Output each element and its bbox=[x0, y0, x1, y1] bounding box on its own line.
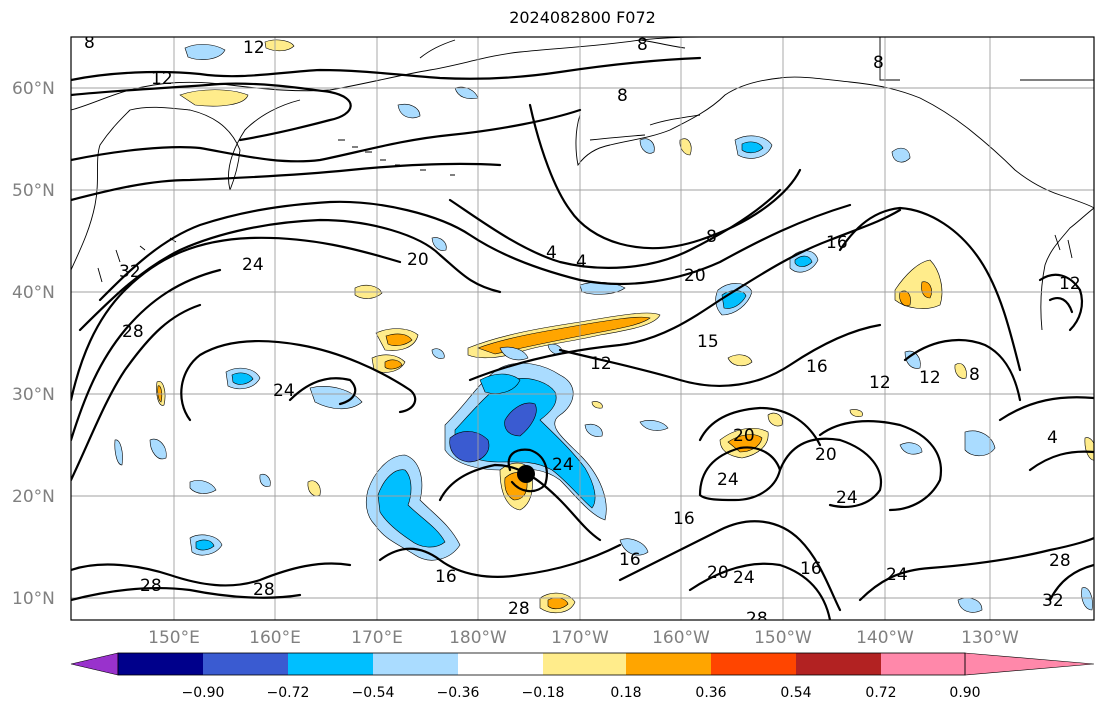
contour-label: 16 bbox=[806, 357, 828, 377]
colorbar-label: 0.36 bbox=[695, 685, 726, 701]
contour-label: 8 bbox=[84, 33, 95, 53]
lon-tick-label: 160°W bbox=[652, 628, 710, 648]
contour-label: 24 bbox=[242, 255, 264, 275]
colorbar-label: 0.90 bbox=[949, 685, 980, 701]
contour-labels: 8 12 12 8 8 8 4 4 20 24 32 28 8 20 16 12… bbox=[84, 33, 1081, 629]
longitude-labels: 150°E 160°E 170°E 180°W 170°W 160°W 150°… bbox=[148, 628, 1019, 648]
contour-label: 4 bbox=[576, 252, 587, 272]
contour-label: 28 bbox=[253, 580, 275, 600]
contour-label: 28 bbox=[508, 599, 530, 619]
colorbar-segment bbox=[626, 653, 711, 675]
contour-label: 32 bbox=[119, 262, 141, 282]
lon-tick-label: 160°E bbox=[249, 628, 301, 648]
contour-label: 8 bbox=[617, 86, 628, 106]
colorbar-label: −0.18 bbox=[522, 685, 565, 701]
colorbar-label: 0.72 bbox=[865, 685, 896, 701]
colorbar-min-extension bbox=[70, 652, 119, 676]
storm-center-marker bbox=[517, 465, 535, 483]
contour-label: 16 bbox=[800, 559, 822, 579]
shaded-fields bbox=[114, 39, 1094, 614]
colorbar-segment bbox=[543, 653, 626, 675]
contour-label: 8 bbox=[873, 53, 884, 73]
colorbar-label: 0.54 bbox=[780, 685, 811, 701]
contour-label: 20 bbox=[733, 426, 755, 446]
lon-tick-label: 140°W bbox=[856, 628, 914, 648]
contour-label: 12 bbox=[151, 69, 173, 89]
colorbar-segment bbox=[711, 653, 796, 675]
coastlines bbox=[71, 37, 1094, 331]
contour-label: 16 bbox=[619, 550, 641, 570]
colorbar-label: −0.54 bbox=[352, 685, 395, 701]
contour-label: 4 bbox=[1047, 428, 1058, 448]
lat-tick-label: 40°N bbox=[12, 283, 55, 303]
contour-label: 16 bbox=[435, 567, 457, 587]
contour-label: 12 bbox=[869, 373, 891, 393]
contour-label: 24 bbox=[273, 381, 295, 401]
colorbar-segment bbox=[458, 653, 543, 675]
lat-tick-label: 10°N bbox=[12, 589, 55, 609]
lon-tick-label: 150°E bbox=[148, 628, 200, 648]
page-title: 2024082800 F072 bbox=[509, 8, 656, 27]
lon-tick-label: 170°W bbox=[551, 628, 609, 648]
colorbar-label: −0.90 bbox=[182, 685, 225, 701]
contour-label: 24 bbox=[717, 470, 739, 490]
contour-label: 4 bbox=[546, 243, 557, 263]
colorbar-segment bbox=[203, 653, 288, 675]
contour-label: 28 bbox=[140, 576, 162, 596]
lat-tick-label: 50°N bbox=[12, 181, 55, 201]
contour-label: 24 bbox=[886, 565, 908, 585]
lon-tick-label: 130°W bbox=[961, 628, 1019, 648]
lon-tick-label: 170°E bbox=[351, 628, 403, 648]
graticule bbox=[71, 37, 1094, 620]
map-frame bbox=[70, 36, 1095, 621]
contour-label: 16 bbox=[673, 509, 695, 529]
colorbar-max-extension bbox=[964, 652, 1095, 676]
contour-label: 24 bbox=[733, 568, 755, 588]
colorbar-segment bbox=[796, 653, 881, 675]
contour-label: 24 bbox=[552, 455, 574, 475]
contour-label: 20 bbox=[407, 250, 429, 270]
lat-tick-label: 20°N bbox=[12, 487, 55, 507]
lat-tick-label: 60°N bbox=[12, 79, 55, 99]
contour-label: 8 bbox=[706, 227, 717, 247]
colorbar-segment bbox=[373, 653, 458, 675]
contour-label: 8 bbox=[969, 365, 980, 385]
lat-tick-label: 30°N bbox=[12, 385, 55, 405]
contour-lines bbox=[71, 56, 1094, 620]
colorbar-segment bbox=[288, 653, 373, 675]
colorbar: −0.90 −0.72 −0.54 −0.36 −0.18 0.18 0.36 … bbox=[70, 652, 1095, 701]
contour-label: 12 bbox=[1059, 274, 1081, 294]
colorbar-label: 0.18 bbox=[610, 685, 641, 701]
contour-label: 20 bbox=[815, 445, 837, 465]
contour-label: 12 bbox=[243, 38, 265, 58]
colorbar-label: −0.72 bbox=[267, 685, 310, 701]
colorbar-segment bbox=[118, 653, 203, 675]
colorbar-segment bbox=[881, 653, 965, 675]
lon-tick-label: 180°W bbox=[449, 628, 507, 648]
contour-label: 12 bbox=[919, 368, 941, 388]
contour-label: 15 bbox=[697, 332, 719, 352]
contour-label: 20 bbox=[684, 266, 706, 286]
contour-label: 20 bbox=[707, 563, 729, 583]
contour-label: 28 bbox=[746, 609, 768, 629]
latitude-labels: 60°N 50°N 40°N 30°N 20°N 10°N bbox=[12, 79, 55, 609]
contour-label: 28 bbox=[122, 322, 144, 342]
contour-label: 12 bbox=[590, 354, 612, 374]
contour-label: 16 bbox=[826, 233, 848, 253]
lon-tick-label: 150°W bbox=[754, 628, 812, 648]
contour-label: 28 bbox=[1049, 551, 1071, 571]
colorbar-label: −0.36 bbox=[437, 685, 480, 701]
contour-label: 24 bbox=[836, 488, 858, 508]
contour-label: 8 bbox=[637, 35, 648, 55]
contour-label: 32 bbox=[1042, 591, 1064, 611]
